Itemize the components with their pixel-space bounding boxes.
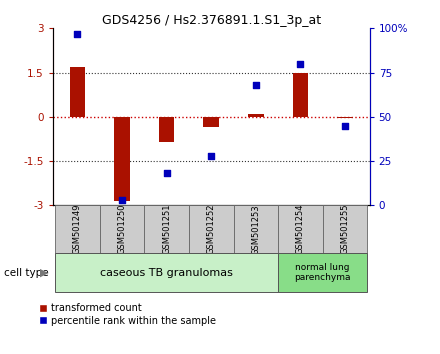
Bar bbox=[337, 117, 353, 118]
Bar bbox=[278, 253, 367, 292]
Text: cell type: cell type bbox=[4, 268, 49, 278]
Title: GDS4256 / Hs2.376891.1.S1_3p_at: GDS4256 / Hs2.376891.1.S1_3p_at bbox=[102, 14, 321, 27]
Point bbox=[297, 61, 304, 67]
Bar bbox=[234, 205, 278, 253]
Bar bbox=[55, 253, 278, 292]
Text: GSM501255: GSM501255 bbox=[341, 204, 349, 255]
Point bbox=[74, 31, 81, 36]
Point bbox=[163, 171, 170, 176]
Bar bbox=[70, 67, 85, 117]
Point bbox=[341, 123, 348, 129]
Text: GSM501249: GSM501249 bbox=[73, 204, 82, 255]
Bar bbox=[248, 114, 264, 117]
Bar bbox=[144, 205, 189, 253]
Text: GSM501253: GSM501253 bbox=[251, 204, 260, 255]
Bar bbox=[159, 117, 174, 142]
Text: GSM501250: GSM501250 bbox=[117, 204, 126, 255]
Text: GSM501254: GSM501254 bbox=[296, 204, 305, 255]
Bar bbox=[293, 73, 308, 117]
Point bbox=[252, 82, 259, 88]
Bar bbox=[323, 205, 367, 253]
Text: normal lung
parenchyma: normal lung parenchyma bbox=[294, 263, 351, 282]
Legend: transformed count, percentile rank within the sample: transformed count, percentile rank withi… bbox=[40, 303, 216, 326]
Point bbox=[118, 197, 125, 203]
Bar bbox=[99, 205, 144, 253]
Text: GSM501251: GSM501251 bbox=[162, 204, 171, 255]
Text: caseous TB granulomas: caseous TB granulomas bbox=[100, 268, 233, 278]
Bar bbox=[55, 205, 99, 253]
Bar bbox=[203, 117, 219, 127]
Bar bbox=[189, 205, 234, 253]
Bar bbox=[278, 205, 323, 253]
Point bbox=[208, 153, 215, 159]
Bar bbox=[114, 117, 130, 201]
Text: ▶: ▶ bbox=[40, 268, 48, 278]
Text: GSM501252: GSM501252 bbox=[207, 204, 216, 255]
